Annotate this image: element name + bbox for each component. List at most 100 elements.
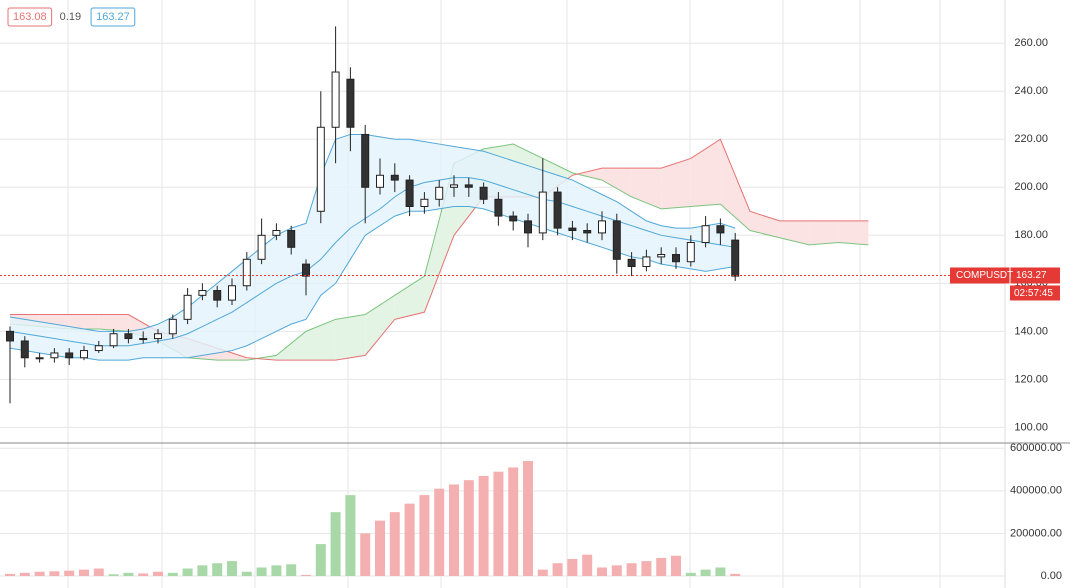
candle-body xyxy=(183,294,192,320)
candle-body xyxy=(257,234,266,260)
countdown-tag xyxy=(1010,285,1060,301)
volume-bar xyxy=(79,569,89,576)
volume-bar xyxy=(123,572,134,576)
volume-bar xyxy=(478,475,489,576)
volume-bar xyxy=(212,563,223,576)
volume-bar xyxy=(656,557,667,576)
candle-body xyxy=(6,330,14,342)
volume-bar xyxy=(685,572,696,576)
candle-body xyxy=(139,338,148,341)
candle-body xyxy=(509,215,518,222)
volume-bar xyxy=(597,567,607,576)
candle-body xyxy=(568,227,577,232)
volume-bar xyxy=(345,495,356,576)
volume-bar xyxy=(493,471,504,576)
candle-body xyxy=(94,345,103,352)
candle-body xyxy=(346,78,355,128)
last-price-label: 163.27 xyxy=(1016,270,1047,281)
candle-body xyxy=(538,191,547,234)
candle-body xyxy=(316,126,325,212)
volume-bar xyxy=(286,564,297,576)
cloud-fill xyxy=(572,168,602,181)
candle-body xyxy=(198,290,207,296)
volume-bar xyxy=(582,554,593,576)
volume-bar xyxy=(671,555,681,576)
cloud-fill xyxy=(720,139,750,231)
y-tick-label: 140.00 xyxy=(1014,325,1048,337)
symbol-label: COMPUSDT xyxy=(956,270,1013,281)
volume-tick-label: 600000.00 xyxy=(1010,442,1062,454)
volume-bar xyxy=(552,563,563,576)
volume-bar xyxy=(227,561,237,576)
candle-body xyxy=(435,186,444,200)
cloud-fill xyxy=(631,168,662,209)
candle-body xyxy=(376,174,384,188)
candle-body xyxy=(716,225,725,234)
candle-body xyxy=(686,242,695,263)
candle-body xyxy=(361,133,370,188)
volume-bar xyxy=(700,569,711,576)
volume-bar xyxy=(537,569,548,576)
bollinger-upper xyxy=(9,133,736,332)
cloud-fill xyxy=(750,211,780,238)
volume-bar xyxy=(301,574,311,576)
candle-body xyxy=(524,220,532,234)
volume-bar xyxy=(64,570,75,576)
candle-body xyxy=(672,254,680,263)
countdown-label: 02:57:45 xyxy=(1014,288,1053,299)
volume-bar xyxy=(715,567,726,576)
candle-body xyxy=(287,230,296,248)
y-tick-label: 240.00 xyxy=(1014,85,1048,97)
volume-bar xyxy=(256,567,267,576)
volume-bar xyxy=(434,488,445,576)
cloud-fill xyxy=(365,295,395,356)
volume-bar xyxy=(463,480,474,576)
volume-tick-label: 0.00 xyxy=(1041,570,1062,582)
volume-bar xyxy=(375,520,385,576)
candle-body xyxy=(642,256,651,268)
candle-body xyxy=(612,220,621,260)
cloud-fill xyxy=(394,276,425,320)
candle-body xyxy=(124,333,133,340)
candle-body xyxy=(272,230,281,236)
y-tick-label: 100.00 xyxy=(1014,421,1048,433)
volume-bar xyxy=(641,561,652,576)
candle-body xyxy=(50,352,59,359)
cloud-fill xyxy=(602,168,632,197)
candle-body xyxy=(553,191,562,229)
candle-body xyxy=(20,340,29,359)
volume-bar xyxy=(182,568,193,576)
cloud-fill xyxy=(838,220,869,245)
volume-bar xyxy=(419,495,430,576)
y-tick-label: 220.00 xyxy=(1014,133,1048,145)
volume-bar xyxy=(315,544,326,576)
candle-body xyxy=(213,290,222,301)
candle-body xyxy=(168,318,177,335)
candle-body xyxy=(701,225,710,244)
candle-body xyxy=(464,184,473,188)
cloud-fill xyxy=(276,331,306,361)
candle-body xyxy=(80,350,88,359)
cloud-fill xyxy=(690,139,721,207)
y-tick-label: 260.00 xyxy=(1014,37,1048,49)
volume-bar xyxy=(360,533,371,576)
volume-bar xyxy=(5,573,15,576)
legend-box xyxy=(90,7,136,27)
volume-bar xyxy=(449,484,459,576)
legend-value: 163.27 xyxy=(96,11,130,23)
volume-bar xyxy=(108,574,119,576)
volume-bar xyxy=(19,572,30,576)
legend-value: 163.08 xyxy=(13,11,47,23)
candle-body xyxy=(494,198,503,217)
candle-body xyxy=(228,285,236,301)
cloud-fill xyxy=(809,220,839,245)
candle-body xyxy=(35,357,44,360)
candle-body xyxy=(302,263,310,277)
bollinger-fill xyxy=(10,134,736,361)
volume-bar xyxy=(330,512,341,576)
legend-value: 0.19 xyxy=(60,11,81,23)
volume-bar xyxy=(167,572,178,576)
cloud-fill xyxy=(306,319,336,361)
